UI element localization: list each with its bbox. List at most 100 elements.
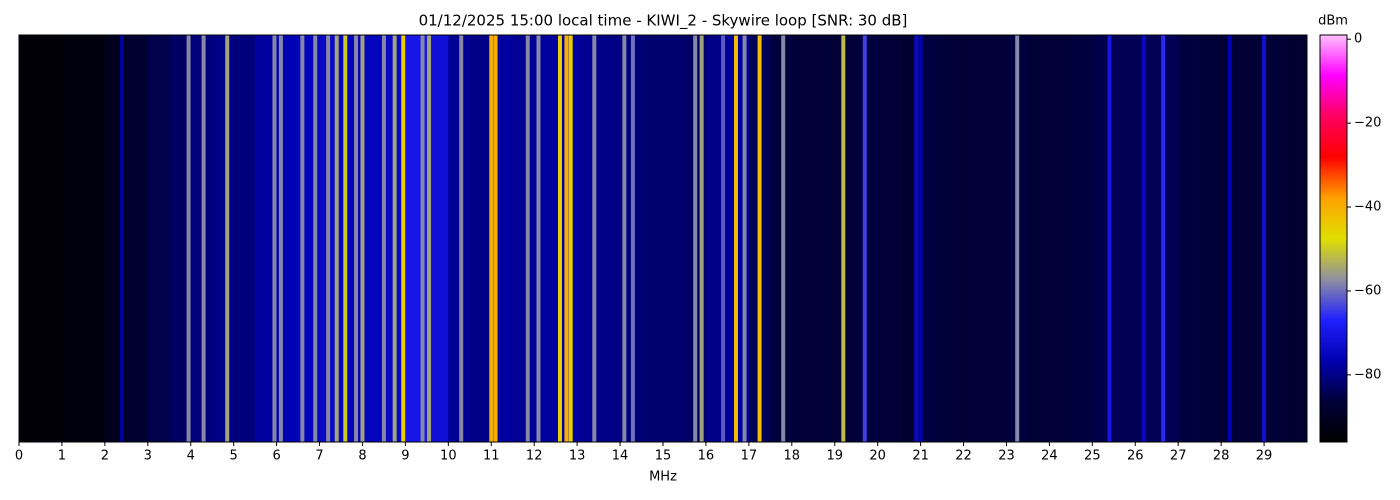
spectrum-bin — [1135, 35, 1158, 442]
signal-line — [1161, 35, 1166, 442]
spectrum-bin — [1264, 35, 1286, 442]
signal-line — [733, 35, 738, 442]
spectrum-bin — [1242, 35, 1265, 442]
spectrum-bin — [126, 35, 149, 442]
spectrum-bin — [212, 35, 234, 442]
spectrum-bin — [426, 35, 449, 442]
x-tick-label: 25 — [1084, 449, 1101, 464]
spectrum-bin — [598, 35, 621, 442]
x-tick-label: 11 — [483, 449, 500, 464]
spectrum-bin — [834, 35, 857, 442]
x-tick-label: 1 — [58, 449, 66, 464]
signal-line — [862, 35, 867, 442]
x-tick-label: 13 — [569, 449, 586, 464]
plot-area — [19, 35, 1308, 442]
signal-line — [459, 35, 464, 442]
signal-line — [757, 35, 762, 442]
x-tick-label: 16 — [698, 449, 715, 464]
spectrum-bin — [920, 35, 943, 442]
signal-line — [1227, 35, 1232, 442]
x-tick-label: 8 — [358, 449, 366, 464]
signal-line — [392, 35, 397, 442]
spectrum-bin — [1049, 35, 1072, 442]
x-tick-label: 9 — [401, 449, 409, 464]
spectrum-bin — [1156, 35, 1179, 442]
colorbar-tick-label: −40 — [1354, 200, 1381, 215]
x-tick-label: 22 — [955, 449, 972, 464]
signal-line — [278, 35, 283, 442]
x-tick-label: 27 — [1170, 449, 1187, 464]
x-tick-label: 24 — [1041, 449, 1058, 464]
x-tick-label: 6 — [272, 449, 280, 464]
spectrum-bin — [469, 35, 492, 442]
signal-line — [420, 35, 425, 442]
spectrum-bin — [40, 35, 63, 442]
spectrum-bin — [641, 35, 664, 442]
x-tick-label: 5 — [230, 449, 238, 464]
signal-line — [564, 35, 569, 442]
signal-line — [592, 35, 597, 442]
x-tick-label: 15 — [655, 449, 672, 464]
signal-line — [742, 35, 747, 442]
signal-line — [300, 35, 305, 442]
signal-line — [1141, 35, 1146, 442]
signal-line — [630, 35, 635, 442]
spectrum-bin — [512, 35, 535, 442]
x-tick-label: 18 — [784, 449, 801, 464]
chart-title: 01/12/2025 15:00 local time - KIWI_2 - S… — [419, 12, 908, 31]
x-tick-label: 26 — [1127, 449, 1144, 464]
spectrum-bin — [1070, 35, 1093, 442]
x-tick-label: 19 — [826, 449, 843, 464]
x-tick-label: 12 — [526, 449, 543, 464]
signal-line — [781, 35, 786, 442]
spectrum-bin — [856, 35, 878, 442]
spectrum-bin — [255, 35, 277, 442]
signal-line — [272, 35, 277, 442]
x-tick-label: 28 — [1213, 449, 1230, 464]
spectrum-bin — [813, 35, 836, 442]
colorbar-tick-label: 0 — [1354, 32, 1362, 47]
spectrum-bin — [1221, 35, 1243, 442]
signal-line — [841, 35, 846, 442]
spectrum-bin — [1178, 35, 1200, 442]
signal-line — [1015, 35, 1020, 442]
signal-line — [536, 35, 541, 442]
spectrum-bin — [1027, 35, 1050, 442]
spectrum-bin — [19, 35, 41, 442]
x-tick-label: 14 — [612, 449, 629, 464]
signal-line — [1107, 35, 1112, 442]
spectrum-bin — [1285, 35, 1308, 442]
signal-line — [186, 35, 191, 442]
spectrum-bin — [985, 35, 1007, 442]
colorbar-tick-label: −20 — [1354, 116, 1381, 131]
x-tick-label: 17 — [741, 449, 758, 464]
signal-line — [427, 35, 432, 442]
signal-line — [918, 35, 923, 442]
x-tick-label: 21 — [912, 449, 929, 464]
signal-line — [326, 35, 331, 442]
signal-line — [693, 35, 698, 442]
colorbar — [1319, 34, 1348, 443]
signal-line — [525, 35, 530, 442]
spectrum-bin — [1199, 35, 1222, 442]
signal-line — [622, 35, 627, 442]
signal-line — [699, 35, 704, 442]
x-tick-label: 0 — [15, 449, 23, 464]
spectrum-bin — [233, 35, 256, 442]
signal-line — [914, 35, 919, 442]
spectrum-bin — [147, 35, 170, 442]
spectrum-bin — [877, 35, 900, 442]
colorbar-tick-label: −80 — [1354, 367, 1381, 382]
signal-line — [354, 35, 359, 442]
signal-line — [568, 35, 573, 442]
spectrum-bin — [83, 35, 106, 442]
signal-line — [120, 35, 125, 442]
signal-line — [721, 35, 726, 442]
signal-line — [381, 35, 386, 442]
signal-line — [313, 35, 318, 442]
signal-line — [225, 35, 230, 442]
signal-line — [401, 35, 406, 442]
colorbar-label: dBm — [1318, 14, 1348, 29]
signal-line — [557, 35, 562, 442]
